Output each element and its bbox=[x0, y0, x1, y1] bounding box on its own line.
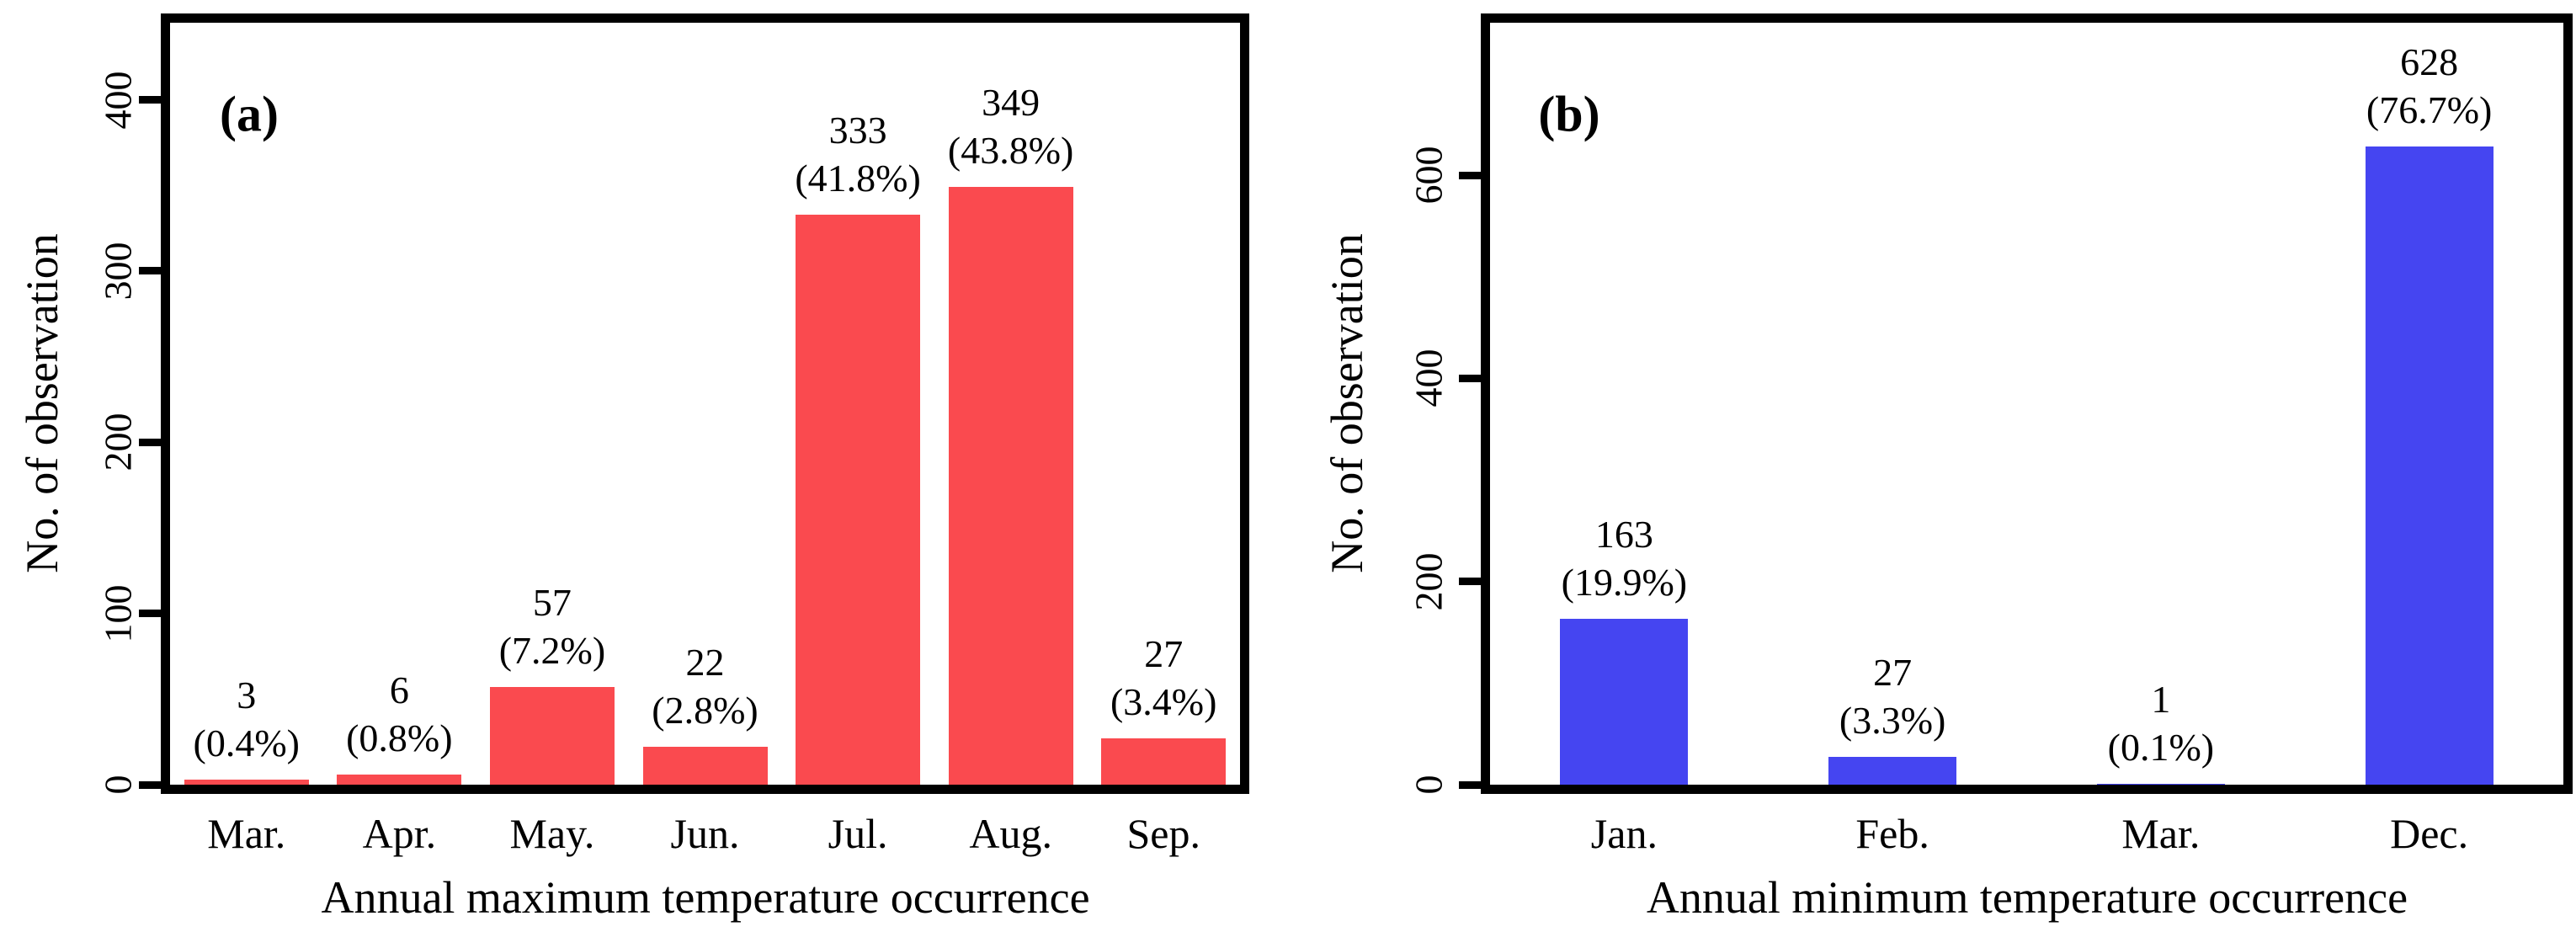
x-tick-label-feb: Feb. bbox=[1855, 810, 1929, 857]
x-axis-title-b: Annual minimum temperature occurrence bbox=[1646, 872, 2408, 923]
bar-count: 27 bbox=[1144, 632, 1184, 676]
bar-dec bbox=[2365, 146, 2494, 785]
bar-mar bbox=[2096, 783, 2225, 785]
bar-sep bbox=[1101, 738, 1227, 785]
y-tick-label: 600 bbox=[1407, 146, 1450, 205]
y-tick-mark bbox=[1459, 374, 1486, 382]
bar-value-label: 57 (7.2%) bbox=[499, 578, 605, 674]
y-tick-label: 400 bbox=[96, 71, 140, 130]
bar-value-label: 27 (3.4%) bbox=[1110, 630, 1216, 726]
y-tick-mark bbox=[1459, 780, 1486, 789]
y-axis-title-a: No. of observation bbox=[17, 233, 67, 573]
bar-value-label: 1 (0.1%) bbox=[2108, 675, 2214, 771]
y-tick-mark bbox=[139, 96, 166, 104]
y-tick-label: 300 bbox=[96, 242, 140, 301]
panel-letter-a: (a) bbox=[220, 86, 279, 142]
bar-jun bbox=[642, 747, 768, 785]
plot-frame-b bbox=[1481, 13, 2573, 794]
bar-value-label: 333 (41.8%) bbox=[795, 106, 920, 202]
bar-percentage: (3.3%) bbox=[1839, 699, 1946, 743]
x-axis-title-a: Annual maximum temperature occurrence bbox=[321, 872, 1090, 923]
y-tick-label: 100 bbox=[96, 584, 140, 643]
x-tick-label-sep: Sep. bbox=[1126, 810, 1200, 857]
bar-count: 57 bbox=[532, 581, 572, 625]
bar-count: 1 bbox=[2151, 677, 2171, 721]
y-tick-label: 200 bbox=[1407, 552, 1450, 611]
bar-percentage: (3.4%) bbox=[1110, 680, 1217, 724]
x-tick-label-may: May. bbox=[509, 810, 595, 857]
x-tick-label-mar: Mar. bbox=[207, 810, 286, 857]
y-tick-mark bbox=[139, 438, 166, 446]
bar-apr bbox=[337, 774, 462, 785]
bar-may bbox=[489, 687, 615, 785]
bar-value-label: 349 (43.8%) bbox=[948, 78, 1073, 174]
bar-percentage: (41.8%) bbox=[795, 156, 921, 200]
bar-count: 333 bbox=[828, 108, 887, 152]
bar-mar bbox=[184, 779, 309, 785]
bar-value-label: 22 (2.8%) bbox=[652, 638, 758, 734]
bar-count: 628 bbox=[2400, 40, 2459, 84]
y-tick-mark bbox=[1459, 171, 1486, 179]
y-tick-mark bbox=[139, 610, 166, 618]
y-tick-label: 0 bbox=[1407, 775, 1450, 795]
plot-frame-a bbox=[161, 13, 1249, 794]
y-tick-label: 400 bbox=[1407, 349, 1450, 407]
x-tick-label-jan: Jan. bbox=[1590, 810, 1658, 857]
bar-percentage: (7.2%) bbox=[498, 629, 606, 673]
bar-count: 22 bbox=[685, 641, 725, 684]
y-tick-mark bbox=[1459, 578, 1486, 586]
x-tick-label-dec: Dec. bbox=[2390, 810, 2469, 857]
bar-aug bbox=[948, 187, 1073, 785]
y-tick-mark bbox=[139, 267, 166, 275]
bar-value-label: 6 (0.8%) bbox=[346, 666, 452, 762]
bar-value-label: 27 (3.3%) bbox=[1839, 648, 1945, 744]
bar-count: 349 bbox=[982, 81, 1041, 125]
bar-percentage: (76.7%) bbox=[2366, 88, 2493, 132]
bar-percentage: (0.8%) bbox=[346, 716, 453, 759]
bar-percentage: (43.8%) bbox=[947, 129, 1074, 173]
x-tick-label-jun: Jun. bbox=[670, 810, 740, 857]
bar-jul bbox=[796, 214, 921, 785]
y-tick-label: 0 bbox=[96, 775, 140, 795]
panel-letter-b: (b) bbox=[1538, 86, 1600, 142]
y-tick-label: 200 bbox=[96, 413, 140, 471]
bar-value-label: 628 (76.7%) bbox=[2366, 38, 2492, 134]
bar-value-label: 3 (0.4%) bbox=[194, 671, 300, 767]
bar-jan bbox=[1560, 619, 1689, 785]
bar-count: 163 bbox=[1594, 513, 1653, 557]
x-tick-label-jul: Jul. bbox=[828, 810, 888, 857]
x-tick-label-mar: Mar. bbox=[2121, 810, 2201, 857]
bar-feb bbox=[1828, 757, 1957, 785]
y-axis-title-b: No. of observation bbox=[1322, 233, 1372, 573]
x-tick-label-aug: Aug. bbox=[969, 810, 1052, 857]
bar-percentage: (2.8%) bbox=[652, 689, 758, 732]
bar-count: 3 bbox=[237, 673, 257, 716]
bar-count: 6 bbox=[389, 668, 409, 711]
bar-value-label: 163 (19.9%) bbox=[1562, 510, 1687, 606]
x-tick-label-apr: Apr. bbox=[362, 810, 437, 857]
bar-count: 27 bbox=[1873, 651, 1913, 695]
bar-percentage: (0.1%) bbox=[2107, 725, 2215, 769]
bar-percentage: (0.4%) bbox=[193, 721, 301, 764]
bar-percentage: (19.9%) bbox=[1561, 561, 1688, 604]
y-tick-mark bbox=[139, 780, 166, 789]
